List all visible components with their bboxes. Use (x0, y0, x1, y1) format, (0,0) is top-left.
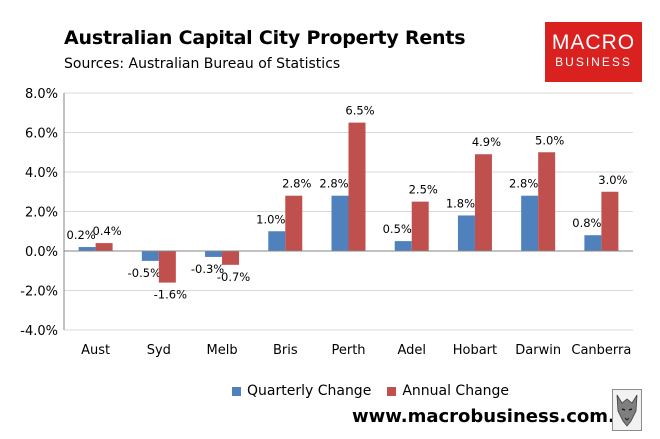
data-label-annual: 2.5% (409, 183, 438, 197)
data-label-quarterly: 0.8% (572, 216, 601, 230)
y-tick-label: 4.0% (25, 166, 58, 181)
bar-quarterly-aust (78, 247, 96, 251)
data-label-annual: 4.9% (472, 135, 501, 149)
logo-text-business: BUSINESS (555, 55, 632, 69)
legend-item-quarterly: Quarterly Change (232, 383, 371, 399)
y-tick-label: 2.0% (25, 206, 58, 221)
data-label-quarterly: 1.0% (256, 212, 285, 226)
chart-subtitle: Sources: Australian Bureau of Statistics (64, 56, 341, 72)
bar-annual-bris (285, 195, 303, 251)
data-label-annual: -1.6% (154, 288, 187, 302)
legend-label-quarterly: Quarterly Change (247, 383, 372, 399)
x-category-label: Bris (273, 343, 298, 358)
data-label-quarterly: 2.8% (319, 177, 348, 191)
y-tick-label: -2.0% (20, 285, 58, 300)
bar-quarterly-melb (205, 251, 223, 257)
x-category-label: Hobart (453, 343, 497, 358)
bar-quarterly-perth (331, 195, 349, 251)
website-url: www.macrobusiness.com.au (352, 406, 640, 427)
data-label-quarterly: -0.3% (191, 262, 224, 276)
data-label-annual: -0.7% (217, 270, 250, 284)
x-category-label: Canberra (571, 343, 631, 358)
x-category-label: Darwin (515, 343, 561, 358)
y-tick-label: 8.0% (25, 87, 58, 102)
data-label-annual: 5.0% (535, 133, 564, 147)
legend-swatch-quarterly (232, 386, 241, 396)
bar-quarterly-darwin (521, 195, 539, 251)
data-label-quarterly: 0.2% (67, 228, 96, 242)
bar-annual-hobart (474, 154, 492, 251)
bar-quarterly-bris (268, 231, 286, 251)
x-category-label: Syd (147, 343, 171, 358)
bar-annual-canberra (601, 191, 619, 251)
bar-quarterly-syd (141, 251, 159, 261)
data-label-quarterly: -0.5% (128, 266, 161, 280)
y-tick-label: 0.0% (25, 245, 58, 260)
wolf-icon (612, 389, 642, 431)
bar-annual-aust (95, 243, 113, 251)
bar-annual-darwin (538, 152, 556, 251)
bar-quarterly-canberra (584, 235, 602, 251)
bar-annual-syd (158, 251, 176, 283)
chart-legend: Quarterly Change Annual Change (232, 383, 509, 399)
bar-quarterly-adel (394, 241, 412, 251)
legend-swatch-annual (387, 386, 397, 396)
data-label-annual: 6.5% (345, 104, 374, 118)
x-category-label: Perth (331, 343, 365, 358)
x-category-label: Melb (207, 343, 238, 358)
x-category-label: Adel (397, 343, 426, 358)
logo-text-macro: MACRO (551, 31, 636, 54)
data-label-quarterly: 0.5% (383, 222, 412, 236)
data-label-annual: 2.8% (282, 177, 311, 191)
bar-quarterly-hobart (457, 215, 475, 251)
legend-item-annual: Annual Change (387, 383, 509, 399)
bar-annual-melb (222, 251, 240, 265)
data-label-quarterly: 2.8% (509, 177, 538, 191)
legend-label-annual: Annual Change (402, 383, 510, 399)
bar-annual-perth (348, 122, 366, 251)
y-tick-label: 6.0% (25, 127, 58, 142)
macrobusiness-logo: MACRO BUSINESS (545, 22, 642, 82)
data-label-annual: 3.0% (598, 173, 627, 187)
y-tick-label: -4.0% (20, 324, 58, 339)
data-label-quarterly: 1.8% (446, 196, 475, 210)
bar-annual-adel (411, 201, 429, 251)
chart-title: Australian Capital City Property Rents (64, 27, 466, 49)
x-category-label: Aust (81, 343, 110, 358)
data-label-annual: 0.4% (93, 224, 122, 238)
